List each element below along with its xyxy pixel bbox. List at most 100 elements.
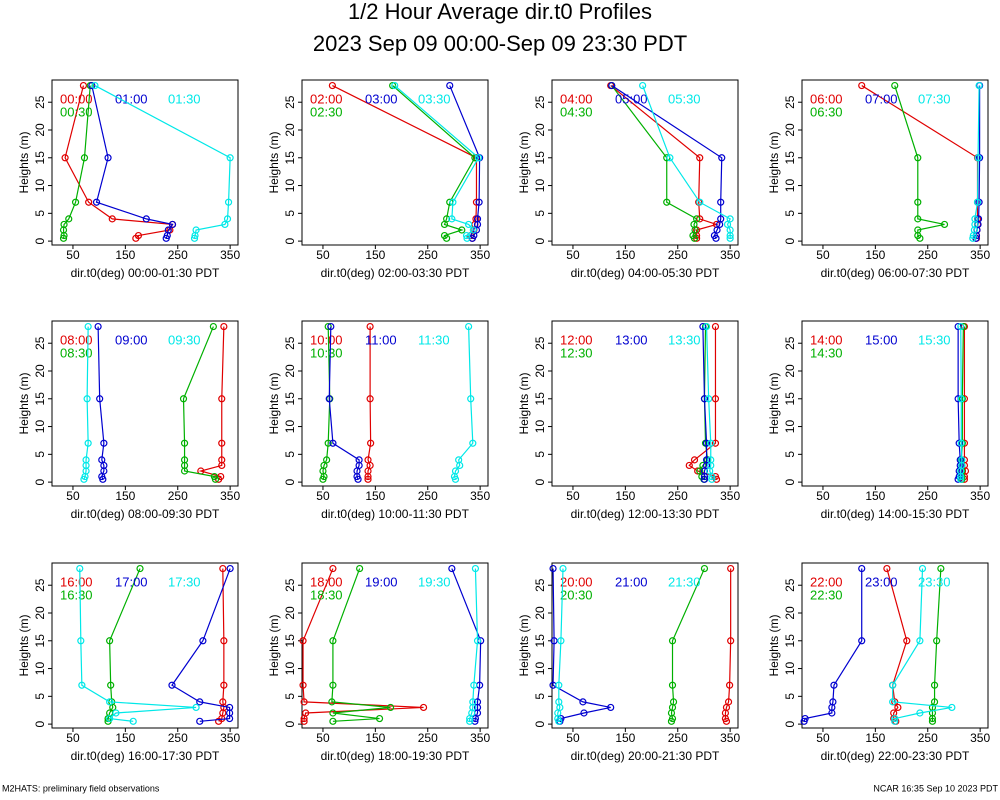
- profile-point: [219, 698, 227, 706]
- plot-frame: [551, 79, 739, 246]
- x-tick-label: 150: [615, 731, 635, 745]
- profile-point: [329, 439, 337, 447]
- profile-point: [974, 215, 983, 223]
- panel: 50 150 250 350 0 5 10 15 20 25 dir.t0(deg) 04:00-0…: [517, 79, 740, 280]
- profile-point: [463, 234, 471, 242]
- profile-point: [727, 564, 735, 573]
- x-tick-label: 150: [865, 731, 885, 745]
- profile-point: [448, 564, 456, 573]
- legend-label: 12:00: [560, 332, 593, 347]
- legend-label: 17:00: [115, 574, 148, 589]
- panel: 50 150 250 350 0 5 10 15 20 25 dir.t0(deg) 16:00-1…: [17, 562, 240, 763]
- profile-point: [830, 681, 838, 689]
- profile-point: [323, 456, 331, 464]
- profile-point: [727, 637, 735, 645]
- x-tick-label: 150: [865, 489, 885, 503]
- profile-point: [694, 467, 702, 475]
- profile-point: [108, 215, 116, 223]
- legend-label: 21:00: [615, 574, 648, 589]
- profile-point: [329, 717, 337, 725]
- profile-point: [226, 154, 234, 162]
- legend-label: 19:30: [418, 574, 451, 589]
- profile-point: [555, 681, 563, 689]
- profile-point: [690, 220, 698, 229]
- profile-point: [324, 439, 332, 447]
- legend-label: 09:00: [115, 332, 148, 347]
- profile-line: [171, 568, 231, 722]
- y-tick-label: 5: [283, 693, 297, 700]
- y-axis-label: Heights (m): [267, 614, 281, 676]
- profile-point: [685, 461, 693, 470]
- x-tick-label: 350: [720, 248, 740, 262]
- x-tick-label: 50: [566, 489, 580, 503]
- legend-label: 23:00: [865, 574, 898, 589]
- profile-point: [96, 395, 104, 403]
- y-tick-label: 20: [783, 606, 797, 620]
- profile-point: [220, 637, 228, 645]
- x-tick-label: 350: [720, 731, 740, 745]
- x-tick-label: 250: [668, 489, 688, 503]
- profile-point: [449, 198, 457, 206]
- profile-point: [91, 81, 99, 90]
- profile-point: [891, 714, 899, 723]
- y-axis-label: Heights (m): [767, 131, 781, 193]
- profile-point: [219, 564, 227, 573]
- profile-line: [886, 568, 908, 722]
- plot-frame: [301, 320, 489, 487]
- profile-point: [707, 456, 715, 464]
- x-tick-label: 150: [365, 731, 385, 745]
- profile-point: [107, 681, 115, 689]
- profile-point: [329, 681, 337, 689]
- profile-point: [474, 154, 483, 162]
- y-tick-label: 15: [783, 634, 797, 648]
- profile-point: [669, 698, 678, 706]
- profile-point: [65, 215, 73, 223]
- y-tick-label: 15: [533, 392, 547, 406]
- legend-label: 15:00: [865, 332, 898, 347]
- y-tick-label: 25: [33, 336, 47, 350]
- profile-line: [331, 568, 391, 722]
- legend-label: 11:00: [365, 332, 397, 347]
- profile-point: [448, 215, 456, 223]
- profile-point: [364, 475, 372, 483]
- x-axis-label: dir.t0(deg) 00:00-01:30 PDT: [71, 266, 220, 280]
- profile-point: [329, 637, 337, 645]
- y-tick-label: 20: [533, 364, 547, 378]
- profile-line: [392, 85, 476, 239]
- legend-label: 18:00: [310, 574, 343, 589]
- y-tick-label: 0: [283, 237, 297, 244]
- profile-point: [475, 198, 483, 206]
- profile-point: [639, 81, 647, 90]
- plot-frame: [801, 79, 989, 246]
- profile-point: [218, 395, 226, 403]
- profile-point: [364, 456, 372, 464]
- x-tick-label: 250: [418, 489, 438, 503]
- legend-label: 04:30: [560, 104, 593, 119]
- y-tick-label: 0: [33, 478, 47, 485]
- profile-point: [79, 81, 88, 90]
- y-tick-label: 15: [33, 392, 47, 406]
- profile-point: [470, 681, 478, 689]
- profile-point: [366, 322, 374, 331]
- profile-point: [209, 322, 217, 331]
- profile-point: [829, 698, 837, 706]
- x-tick-label: 50: [316, 489, 330, 503]
- y-tick-label: 10: [33, 420, 47, 434]
- profile-point: [455, 456, 463, 464]
- profile-point: [918, 564, 927, 573]
- legend-label: 09:30: [168, 332, 201, 347]
- profile-point: [914, 198, 922, 206]
- legend-label: 19:00: [365, 574, 398, 589]
- profile-point: [555, 698, 563, 706]
- profile-point: [916, 709, 924, 717]
- y-tick-label: 5: [533, 210, 547, 217]
- profile-line: [79, 568, 197, 722]
- profile-point: [419, 703, 428, 712]
- profile-point: [192, 703, 200, 712]
- profile-point: [168, 220, 177, 229]
- legend-label: 00:30: [60, 104, 93, 119]
- profile-point: [702, 439, 711, 447]
- profile-point: [668, 681, 677, 689]
- y-tick-label: 0: [533, 720, 547, 727]
- profile-point: [717, 198, 725, 206]
